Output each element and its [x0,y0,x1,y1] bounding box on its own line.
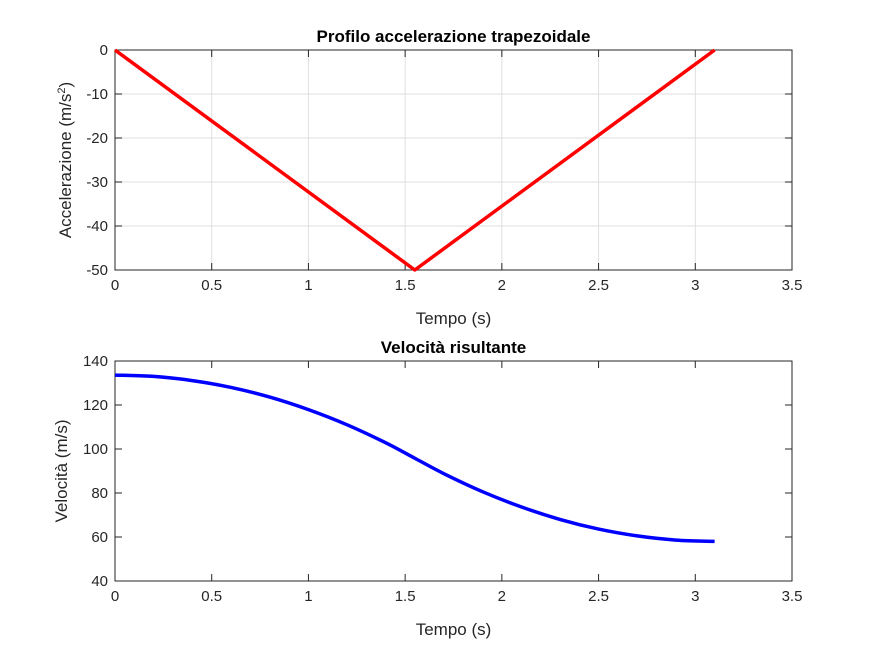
y-tick-label: -50 [86,262,108,279]
x-tick-label: 1.5 [395,277,416,294]
x-tick-label: 1 [304,277,312,294]
x-tick-label: 1 [304,588,312,605]
grid-lines [115,50,792,270]
plot-area [115,50,792,270]
y-axis-label-main: Accelerazione (m/s [56,94,75,239]
x-tick-labels: 0 0.5 1 1.5 2 2.5 3 3.5 [111,277,803,294]
y-axis-label: Accelerazione (m/s2) [56,82,75,238]
y-tick-label: -10 [86,86,108,103]
axes-box [114,49,793,271]
y-tick-label: -40 [86,218,108,235]
x-tick-label: 3.5 [782,588,803,605]
x-tick-label: 0 [111,588,119,605]
x-tick-label: 0.5 [201,588,222,605]
plot-area [115,361,792,581]
x-tick-label: 1.5 [395,588,416,605]
x-tick-label: 2.5 [588,277,609,294]
acceleration-subplot: 0 0.5 1 1.5 2 2.5 3 3.5 0 -10 -20 -30 -40 -50 Profil… [56,27,802,328]
y-tick-label: 0 [100,42,108,59]
y-tick-label: -30 [86,174,108,191]
y-axis-label-superscript: 2 [56,87,68,93]
velocity-subplot: 0 0.5 1 1.5 2 2.5 3 3.5 40 60 80 100 120 140 Velocit… [52,338,802,639]
series-line [113,48,716,272]
x-tick-label: 3 [691,588,699,605]
x-tick-label: 0.5 [201,277,222,294]
tick-marks [114,360,793,582]
chart-title: Velocità risultante [381,338,527,357]
x-tick-label: 2 [498,588,506,605]
y-axis-label: Velocità (m/s) [52,420,71,523]
x-tick-label: 3 [691,277,699,294]
y-tick-label: 100 [83,441,108,458]
x-tick-label: 0 [111,277,119,294]
y-tick-label: 40 [91,573,108,590]
x-axis-label: Tempo (s) [416,309,492,328]
y-tick-label: 140 [83,353,108,370]
chart-title: Profilo accelerazione trapezoidale [317,27,591,46]
x-tick-label: 2.5 [588,588,609,605]
axes-box [114,360,793,582]
y-tick-label: 60 [91,529,108,546]
y-tick-labels: 0 -10 -20 -30 -40 -50 [86,42,108,279]
series-group [113,48,716,272]
y-tick-label: 120 [83,397,108,414]
y-tick-labels: 40 60 80 100 120 140 [83,353,108,590]
y-tick-label: -20 [86,130,108,147]
y-tick-label: 80 [91,485,108,502]
y-axis-label-close: ) [56,82,75,88]
x-tick-label: 2 [498,277,506,294]
x-tick-labels: 0 0.5 1 1.5 2 2.5 3 3.5 [111,588,803,605]
series-group [114,373,715,544]
x-axis-label: Tempo (s) [416,620,492,639]
x-tick-label: 3.5 [782,277,803,294]
series-line [114,373,715,544]
